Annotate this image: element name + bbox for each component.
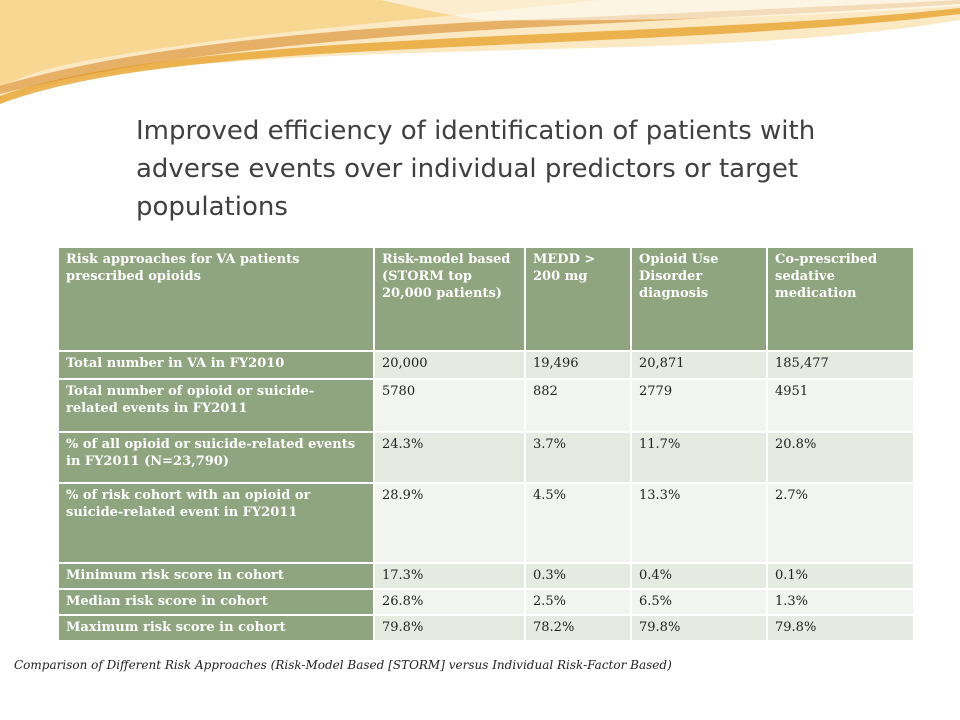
row-label: Median risk score in cohort	[57, 588, 375, 616]
table-cell: 185,477	[766, 350, 915, 380]
table-cell: 2779	[630, 378, 768, 433]
table-row: Total number of opioid or suicide-relate…	[57, 378, 915, 433]
row-label: Minimum risk score in cohort	[57, 562, 375, 590]
risk-comparison-table: Risk approaches for VA patients prescrib…	[57, 246, 915, 642]
table-cell: 20,871	[630, 350, 768, 380]
table-caption: Comparison of Different Risk Approaches …	[14, 658, 672, 672]
table-cell: 0.3%	[524, 562, 632, 590]
col-header-risk-approaches: Risk approaches for VA patients prescrib…	[57, 246, 375, 352]
table-row: Minimum risk score in cohort 17.3% 0.3% …	[57, 562, 915, 590]
table-row: % of risk cohort with an opioid or suici…	[57, 482, 915, 564]
table-cell: 0.1%	[766, 562, 915, 590]
table-header-row: Risk approaches for VA patients prescrib…	[57, 246, 915, 352]
table-cell: 4951	[766, 378, 915, 433]
row-label: Maximum risk score in cohort	[57, 614, 375, 642]
table-cell: 20.8%	[766, 431, 915, 484]
table-cell: 11.7%	[630, 431, 768, 484]
table-row: Total number in VA in FY2010 20,000 19,4…	[57, 350, 915, 380]
table-cell: 6.5%	[630, 588, 768, 616]
slide-title: Improved efficiency of identification of…	[136, 116, 816, 222]
table-cell: 19,496	[524, 350, 632, 380]
table-cell: 882	[524, 378, 632, 433]
table-cell: 0.4%	[630, 562, 768, 590]
row-label: % of all opioid or suicide-related event…	[57, 431, 375, 484]
decorative-banner	[0, 0, 960, 104]
table-cell: 1.3%	[766, 588, 915, 616]
table-cell: 17.3%	[373, 562, 526, 590]
row-label: % of risk cohort with an opioid or suici…	[57, 482, 375, 564]
table-cell: 2.5%	[524, 588, 632, 616]
table-cell: 79.8%	[373, 614, 526, 642]
table-cell: 79.8%	[766, 614, 915, 642]
col-header-oud: Opioid Use Disorder diagnosis	[630, 246, 768, 352]
table-row: Maximum risk score in cohort 79.8% 78.2%…	[57, 614, 915, 642]
row-label: Total number of opioid or suicide-relate…	[57, 378, 375, 433]
row-label: Total number in VA in FY2010	[57, 350, 375, 380]
table-cell: 13.3%	[630, 482, 768, 564]
table-cell: 28.9%	[373, 482, 526, 564]
col-header-risk-model: Risk-model based (STORM top 20,000 patie…	[373, 246, 526, 352]
table-cell: 78.2%	[524, 614, 632, 642]
table-cell: 3.7%	[524, 431, 632, 484]
table-row: % of all opioid or suicide-related event…	[57, 431, 915, 484]
table-cell: 4.5%	[524, 482, 632, 564]
col-header-sedative: Co-prescribed sedative medication	[766, 246, 915, 352]
table-cell: 20,000	[373, 350, 526, 380]
table-cell: 5780	[373, 378, 526, 433]
table-cell: 79.8%	[630, 614, 768, 642]
table-cell: 24.3%	[373, 431, 526, 484]
table-row: Median risk score in cohort 26.8% 2.5% 6…	[57, 588, 915, 616]
col-header-medd: MEDD > 200 mg	[524, 246, 632, 352]
table-cell: 2.7%	[766, 482, 915, 564]
table-cell: 26.8%	[373, 588, 526, 616]
